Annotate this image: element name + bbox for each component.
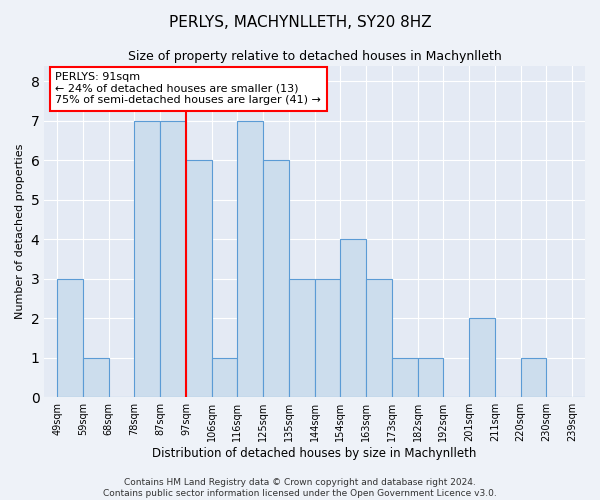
Bar: [238, 121, 263, 397]
Title: Size of property relative to detached houses in Machynlleth: Size of property relative to detached ho…: [128, 50, 502, 63]
Bar: [314, 279, 340, 397]
Bar: [83, 358, 109, 397]
Text: Contains HM Land Registry data © Crown copyright and database right 2024.
Contai: Contains HM Land Registry data © Crown c…: [103, 478, 497, 498]
Bar: [57, 279, 83, 397]
Bar: [521, 358, 547, 397]
X-axis label: Distribution of detached houses by size in Machynlleth: Distribution of detached houses by size …: [152, 447, 477, 460]
Bar: [186, 160, 212, 397]
Bar: [418, 358, 443, 397]
Bar: [212, 358, 238, 397]
Y-axis label: Number of detached properties: Number of detached properties: [15, 144, 25, 319]
Bar: [340, 240, 366, 397]
Bar: [469, 318, 495, 397]
Text: PERLYS, MACHYNLLETH, SY20 8HZ: PERLYS, MACHYNLLETH, SY20 8HZ: [169, 15, 431, 30]
Bar: [160, 121, 186, 397]
Bar: [289, 279, 314, 397]
Bar: [392, 358, 418, 397]
Bar: [134, 121, 160, 397]
Bar: [366, 279, 392, 397]
Bar: [263, 160, 289, 397]
Text: PERLYS: 91sqm
← 24% of detached houses are smaller (13)
75% of semi-detached hou: PERLYS: 91sqm ← 24% of detached houses a…: [55, 72, 321, 106]
